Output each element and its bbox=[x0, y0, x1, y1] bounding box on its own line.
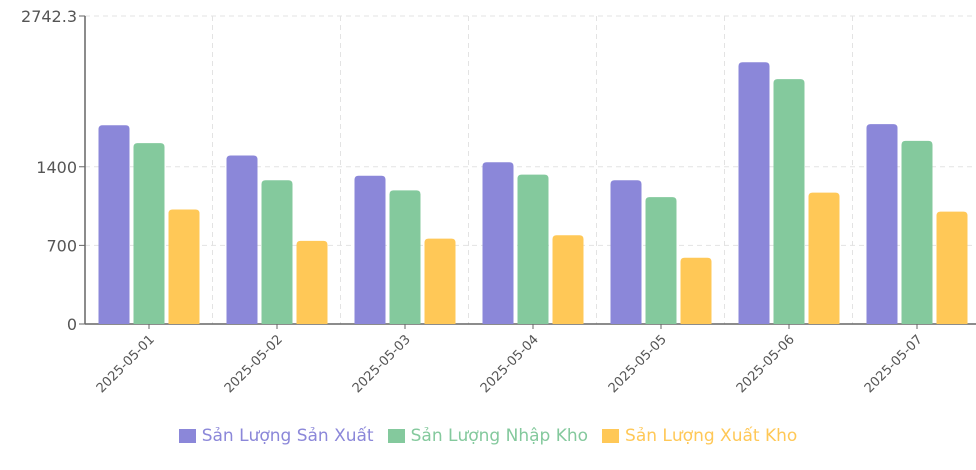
bar-1-2025-05-05[interactable] bbox=[610, 180, 642, 324]
bar-1-2025-05-01[interactable] bbox=[98, 125, 130, 324]
y-tick-label: 1400 bbox=[36, 158, 77, 177]
legend-item-3[interactable]: Sản Lượng Xuất Kho bbox=[602, 426, 797, 446]
bar-1-2025-05-04[interactable] bbox=[482, 162, 514, 324]
x-tick-label: 2025-05-02 bbox=[222, 332, 286, 396]
bar-2-2025-05-07[interactable] bbox=[901, 140, 933, 324]
legend-swatch bbox=[387, 429, 405, 443]
bar-2-2025-05-02[interactable] bbox=[261, 180, 293, 324]
bar-1-2025-05-02[interactable] bbox=[226, 155, 258, 324]
bar-1-2025-05-03[interactable] bbox=[354, 175, 386, 324]
bar-2-2025-05-04[interactable] bbox=[517, 174, 549, 324]
legend-item-2[interactable]: Sản Lượng Nhập Kho bbox=[387, 426, 589, 446]
x-tick-label: 2025-05-07 bbox=[862, 332, 926, 396]
bar-2-2025-05-01[interactable] bbox=[133, 143, 165, 324]
bar-2-2025-05-03[interactable] bbox=[389, 190, 421, 324]
bar-3-2025-05-05[interactable] bbox=[680, 257, 712, 324]
bar-3-2025-05-02[interactable] bbox=[296, 240, 328, 324]
bar-1-2025-05-06[interactable] bbox=[738, 62, 770, 325]
y-tick-label: 2742.3 bbox=[21, 7, 77, 26]
bar-3-2025-05-07[interactable] bbox=[936, 211, 968, 324]
bar-2-2025-05-05[interactable] bbox=[645, 197, 677, 324]
x-tick-labels: 2025-05-01 2025-05-02 2025-05-03 2025-05-04… bbox=[94, 332, 926, 396]
x-tick-label: 2025-05-05 bbox=[606, 332, 670, 396]
legend-item-1[interactable]: Sản Lượng Sản Xuất bbox=[178, 426, 374, 446]
bar-1-2025-05-07[interactable] bbox=[866, 124, 898, 324]
bar-3-2025-05-01[interactable] bbox=[168, 209, 200, 324]
bar-3-2025-05-03[interactable] bbox=[424, 238, 456, 324]
y-tick-label: 0 bbox=[67, 315, 77, 334]
legend-label: Sản Lượng Nhập Kho bbox=[410, 426, 589, 446]
legend-swatch bbox=[178, 429, 196, 443]
bar-3-2025-05-06[interactable] bbox=[808, 192, 840, 324]
x-tick-label: 2025-05-03 bbox=[350, 332, 414, 396]
y-tick-label: 700 bbox=[46, 236, 77, 255]
x-tick-label: 2025-05-06 bbox=[734, 332, 798, 396]
legend-swatch bbox=[602, 429, 620, 443]
y-tick-labels: 0 700 1400 2742.3 bbox=[21, 7, 77, 334]
bar-3-2025-05-04[interactable] bbox=[552, 235, 584, 324]
x-tick-label: 2025-05-04 bbox=[478, 332, 542, 396]
bar-2-2025-05-06[interactable] bbox=[773, 79, 805, 324]
legend-label: Sản Lượng Sản Xuất bbox=[201, 426, 374, 446]
bars-layer bbox=[98, 62, 968, 325]
x-tick-label: 2025-05-01 bbox=[94, 332, 158, 396]
legend-label: Sản Lượng Xuất Kho bbox=[625, 426, 798, 446]
legend: Sản Lượng Sản Xuất Sản Lượng Nhập Kho Sản … bbox=[0, 426, 976, 446]
